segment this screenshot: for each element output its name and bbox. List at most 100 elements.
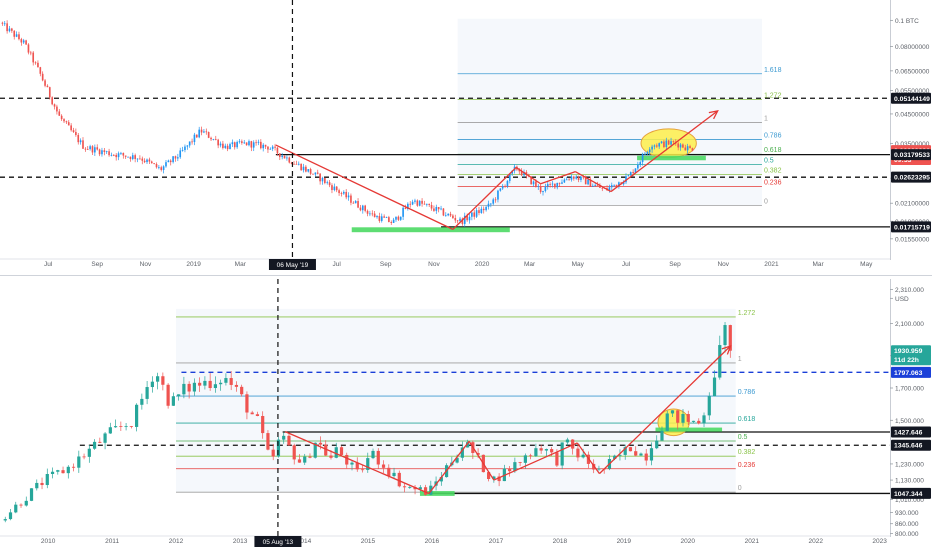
candle-body bbox=[691, 420, 696, 422]
fib-level-label: 0.236 bbox=[738, 462, 756, 469]
candle-body bbox=[158, 167, 160, 169]
candle-body bbox=[198, 382, 202, 386]
candle-body bbox=[131, 155, 134, 160]
candle-body bbox=[198, 129, 201, 138]
candle-body bbox=[679, 144, 682, 148]
y-tick-label: 1,130.000 bbox=[895, 478, 924, 485]
x-tick-label: Sep bbox=[669, 261, 681, 268]
candle-body bbox=[140, 398, 144, 405]
fib-level-label: 1.618 bbox=[764, 67, 782, 74]
top-chart-panel[interactable]: 1.618 1.272 1 0.786 0.618 0.5 0.382 0.236 0 0.1 B… bbox=[0, 0, 932, 274]
candle-body bbox=[262, 144, 265, 149]
price-tag-label: 0.03179533 bbox=[894, 152, 930, 159]
candle-body bbox=[575, 176, 578, 179]
candle-body bbox=[40, 482, 44, 486]
candle-body bbox=[77, 134, 80, 143]
candle-body bbox=[439, 477, 443, 482]
candle-body bbox=[456, 220, 459, 222]
y-tick-label: 1,700.000 bbox=[895, 386, 924, 393]
candle-body bbox=[113, 426, 118, 428]
candle-body bbox=[252, 142, 255, 148]
candle-body bbox=[53, 104, 56, 107]
candle-body bbox=[399, 216, 402, 220]
candle-body bbox=[555, 452, 559, 466]
candle-body bbox=[463, 215, 466, 224]
candle-body bbox=[601, 187, 604, 189]
y-tick-label: 1,500.000 bbox=[895, 418, 924, 425]
candle-body bbox=[501, 186, 504, 189]
candle-body bbox=[91, 146, 94, 153]
price-tag-bg bbox=[891, 345, 931, 357]
candle-body bbox=[423, 203, 426, 205]
candle-body bbox=[119, 426, 123, 427]
candle-body bbox=[92, 441, 97, 449]
candle-body bbox=[376, 216, 378, 218]
candle-body bbox=[471, 212, 473, 217]
candle-body bbox=[67, 122, 70, 126]
candle-body bbox=[231, 142, 234, 145]
candle-body bbox=[96, 147, 99, 150]
candle-body bbox=[112, 154, 115, 156]
candle-body bbox=[103, 150, 106, 152]
candle-body bbox=[366, 458, 370, 470]
x-tick-label: Jul bbox=[333, 261, 342, 268]
trend-line bbox=[428, 440, 470, 494]
candle-body bbox=[261, 416, 265, 434]
candle-body bbox=[691, 148, 694, 151]
candle-body bbox=[248, 141, 250, 146]
candle-body bbox=[245, 394, 249, 413]
candle-body bbox=[314, 172, 317, 175]
candle-body bbox=[44, 80, 46, 86]
candle-body bbox=[492, 199, 495, 204]
support-zone bbox=[419, 491, 455, 496]
candle-body bbox=[653, 145, 656, 147]
candle-body bbox=[544, 449, 548, 451]
support-zone bbox=[637, 155, 706, 161]
price-tag-label: 1047.344 bbox=[894, 491, 923, 498]
candle-body bbox=[418, 200, 421, 206]
candle-body bbox=[184, 146, 186, 151]
candle-body bbox=[177, 157, 179, 159]
candle-body bbox=[122, 152, 125, 156]
candle-body bbox=[165, 162, 167, 167]
fib-level-label: 0 bbox=[764, 198, 768, 205]
candle-body bbox=[66, 466, 70, 474]
candle-body bbox=[295, 163, 298, 165]
candle-body bbox=[560, 442, 564, 466]
candle-body bbox=[433, 208, 435, 211]
candle-body bbox=[89, 146, 91, 150]
candle-body bbox=[34, 62, 37, 64]
y-tick-label: 0.08000000 bbox=[895, 44, 930, 51]
candle-body bbox=[551, 183, 554, 185]
candle-body bbox=[19, 504, 23, 506]
candle-body bbox=[124, 426, 128, 428]
candle-body bbox=[364, 205, 366, 211]
bottom-chart-panel[interactable]: 1.272 1 0.786 0.618 0.5 0.382 0.236 0 2,310.000 U… bbox=[0, 279, 932, 551]
price-axis-bg bbox=[890, 0, 932, 274]
trend-arrowhead bbox=[708, 109, 719, 120]
candle-body bbox=[570, 176, 573, 180]
candle-body bbox=[508, 468, 512, 472]
price-tag-bg bbox=[891, 171, 931, 183]
candle-body bbox=[129, 426, 133, 428]
candle-body bbox=[250, 141, 253, 148]
candle-body bbox=[544, 186, 547, 191]
candle-body bbox=[177, 394, 181, 397]
candle-body bbox=[728, 325, 732, 351]
candle-body bbox=[658, 143, 661, 147]
candle-body bbox=[339, 447, 344, 455]
candle-body bbox=[676, 410, 680, 423]
candle-body bbox=[303, 456, 307, 463]
candle-body bbox=[75, 131, 77, 135]
x-tick-label: 2011 bbox=[105, 538, 119, 545]
candle-body bbox=[3, 519, 7, 521]
candle-body bbox=[565, 179, 568, 181]
candle-body bbox=[681, 414, 685, 423]
price-tag-label: 0.01715719 bbox=[894, 224, 930, 231]
price-tag-bg bbox=[891, 221, 931, 233]
candle-body bbox=[181, 150, 184, 151]
fib-level-label: 0.786 bbox=[738, 389, 756, 396]
candle-body bbox=[397, 472, 401, 487]
candle-body bbox=[468, 216, 471, 221]
